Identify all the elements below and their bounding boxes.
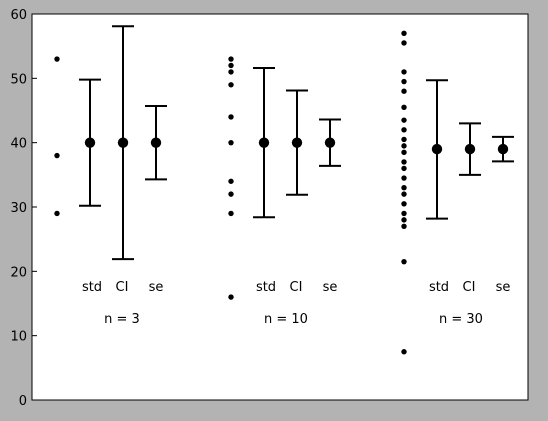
category-label: CI	[290, 280, 303, 295]
sample-point	[54, 56, 60, 62]
n-label: n = 30	[439, 312, 483, 327]
sample-point	[401, 223, 407, 229]
sample-point	[401, 127, 407, 133]
category-label: std	[429, 280, 449, 295]
mean-marker	[84, 137, 96, 148]
sample-point	[401, 104, 407, 110]
category-label: std	[82, 280, 102, 295]
y-tick-label: 20	[10, 265, 27, 280]
sample-point	[54, 210, 60, 217]
error-bar-ci	[459, 122, 481, 176]
sample-point	[401, 69, 407, 75]
sample-point	[401, 136, 407, 143]
sample-point	[228, 191, 234, 197]
y-axis: 0 10 20 30 40 50 60	[10, 8, 37, 409]
sample-point	[228, 62, 234, 69]
mean-marker	[258, 137, 270, 148]
sample-point	[401, 210, 407, 217]
category-label: se	[149, 280, 164, 295]
sample-point	[401, 191, 407, 197]
mean-marker	[431, 143, 443, 155]
sample-point	[401, 40, 407, 46]
sample-point	[401, 143, 407, 149]
sample-point	[401, 159, 407, 165]
sample-point	[401, 258, 407, 265]
sample-point	[401, 201, 407, 207]
sample-point	[401, 117, 407, 123]
sample-point	[401, 175, 407, 181]
sample-point	[228, 69, 234, 75]
error-bar-se	[145, 104, 167, 181]
plot-area	[31, 13, 529, 401]
error-bar-std	[426, 79, 448, 220]
category-label: CI	[463, 280, 476, 295]
mean-marker	[150, 137, 162, 148]
error-bar-se	[319, 118, 341, 167]
y-tick-label: 40	[10, 137, 27, 152]
sample-point	[228, 294, 234, 300]
group-n10: std CI se n = 10	[228, 56, 341, 327]
sample-point	[401, 217, 407, 223]
sample-point	[401, 185, 407, 191]
y-tick-label: 10	[10, 330, 27, 345]
category-label: CI	[116, 280, 129, 295]
mean-marker	[324, 137, 336, 148]
error-bar-ci	[286, 89, 308, 196]
mean-marker	[497, 143, 509, 155]
y-tick-label: 50	[10, 72, 27, 87]
sample-point	[228, 210, 234, 217]
sample-point	[228, 114, 234, 120]
error-bar-std	[253, 67, 275, 219]
y-tick-label: 30	[10, 201, 27, 216]
sample-point	[228, 82, 234, 88]
sample-point	[401, 78, 407, 85]
y-tick-label: 0	[19, 394, 27, 409]
y-tick-label: 60	[10, 8, 27, 23]
group-n3: std CI se n = 3	[54, 25, 167, 327]
category-label: se	[496, 280, 511, 295]
category-label: std	[256, 280, 276, 295]
error-bar-ci	[112, 25, 134, 261]
error-bar-std	[79, 78, 101, 207]
error-bar-se	[492, 135, 514, 163]
sample-point	[401, 165, 407, 172]
mean-marker	[464, 143, 476, 155]
sample-point	[54, 152, 60, 159]
sample-point	[228, 139, 234, 146]
sample-point	[401, 30, 407, 36]
n-label: n = 10	[264, 312, 308, 327]
sample-point	[401, 349, 407, 355]
sample-point	[401, 149, 407, 156]
sample-point	[401, 88, 407, 94]
chart-marks: std CI se n = 3 std CI se n = 10 std CI se n = 30	[54, 25, 514, 355]
sample-point	[228, 56, 234, 62]
mean-marker	[117, 137, 129, 148]
n-label: n = 3	[104, 312, 140, 327]
mean-marker	[291, 137, 303, 148]
category-label: se	[323, 280, 338, 295]
sample-point	[228, 178, 234, 184]
group-n22: std CI se n = 30	[401, 30, 514, 355]
